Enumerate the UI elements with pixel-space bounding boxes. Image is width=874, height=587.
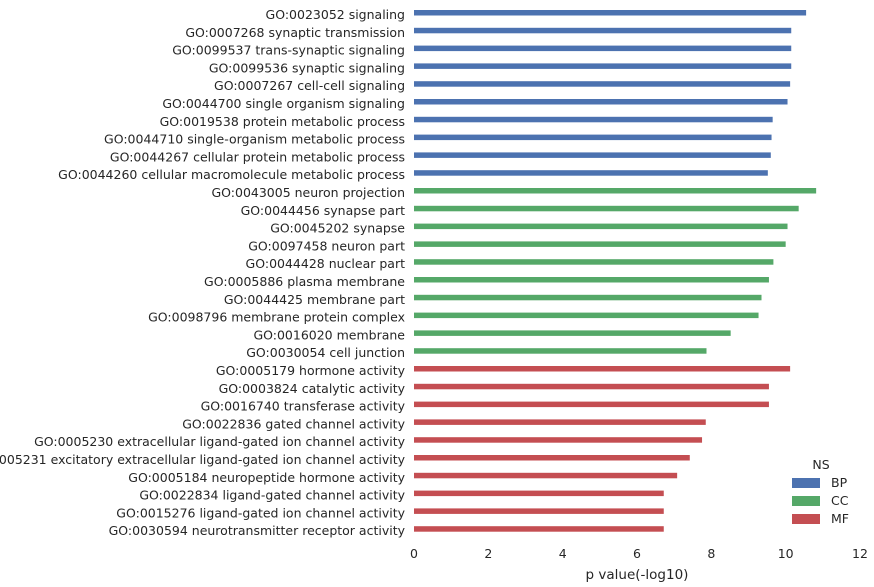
x-axis: 0 2 4 6 8 10 12 [410, 546, 868, 561]
bar [414, 383, 769, 390]
category-label: GO:0022836 gated channel activity [182, 416, 405, 431]
bar [414, 419, 706, 425]
x-tick-label: 8 [707, 546, 715, 561]
category-label: GO:0005231 excitatory extracellular liga… [0, 452, 406, 467]
category-label: GO:0003824 catalytic activity [219, 381, 406, 396]
bar [414, 27, 792, 34]
bar [414, 152, 771, 158]
legend-swatch [792, 478, 820, 488]
x-tick-label: 6 [633, 546, 641, 561]
legend-label: MF [831, 511, 849, 526]
x-tick-label: 0 [410, 546, 418, 561]
category-label: GO:0015276 ligand-gated ion channel acti… [116, 505, 405, 520]
category-label: GO:0030054 cell junction [246, 345, 405, 360]
category-label: GO:0016740 transferase activity [201, 399, 406, 414]
category-labels: GO:0023052 signaling GO:0007268 synaptic … [0, 7, 406, 538]
bar [414, 259, 774, 265]
bar [414, 188, 817, 194]
category-label: GO:0019538 protein metabolic process [160, 114, 405, 129]
category-label: GO:0044260 cellular macromolecule metabo… [58, 167, 405, 182]
bar [414, 348, 707, 354]
category-label: GO:0030594 neurotransmitter receptor act… [109, 523, 406, 538]
x-tick-label: 2 [484, 546, 492, 561]
category-label: GO:0044700 single organism signaling [162, 96, 405, 111]
bar [414, 205, 799, 212]
category-label: GO:0097458 neuron part [248, 238, 405, 253]
category-label: GO:0022834 ligand-gated channel activity [139, 488, 405, 503]
legend-swatch [792, 496, 820, 506]
x-tick-label: 10 [778, 546, 794, 561]
category-label: GO:0043005 neuron projection [211, 185, 405, 200]
bar [414, 81, 791, 87]
bar [414, 312, 759, 319]
bar [414, 437, 703, 443]
bar [414, 472, 678, 479]
bar [414, 508, 664, 514]
legend-label: BP [831, 475, 848, 490]
bar [414, 116, 773, 123]
category-label: GO:0005886 plasma membrane [204, 274, 405, 289]
x-axis-title: p value(-log10) [586, 567, 689, 583]
category-label: GO:0044425 membrane part [224, 292, 405, 307]
category-label: GO:0045202 synapse [270, 221, 405, 236]
bar [414, 241, 786, 247]
category-label: GO:0005184 neuropeptide hormone activity [128, 470, 405, 485]
bar [414, 330, 731, 336]
bar [414, 134, 772, 141]
legend-swatch [792, 514, 820, 524]
bar [414, 526, 664, 532]
category-label: GO:0016020 membrane [253, 327, 405, 342]
category-label: GO:0007268 synaptic transmission [185, 25, 405, 40]
category-label: GO:0044456 synapse part [241, 203, 405, 218]
category-label: GO:0044428 nuclear part [246, 256, 406, 271]
bar [414, 223, 788, 230]
legend-label: CC [831, 493, 849, 508]
bar [414, 455, 690, 461]
category-label: GO:0007267 cell-cell signaling [214, 78, 405, 93]
bar [414, 366, 791, 372]
bar [414, 277, 769, 283]
x-tick-label: 4 [559, 546, 567, 561]
bar [414, 10, 807, 16]
category-label: GO:0044267 cellular protein metabolic pr… [110, 149, 405, 164]
bar [414, 99, 788, 105]
bar [414, 401, 769, 408]
category-label: GO:0099536 synaptic signaling [209, 60, 405, 75]
bar [414, 170, 768, 176]
legend-title: NS [812, 457, 829, 472]
category-label: GO:0044710 single-organism metabolic pro… [104, 132, 405, 147]
category-label: GO:0005179 hormone activity [216, 363, 406, 378]
category-label: GO:0023052 signaling [266, 7, 405, 22]
category-label: GO:0099537 trans-synaptic signaling [172, 43, 405, 58]
bar [414, 45, 792, 52]
bar [414, 490, 664, 497]
x-tick-label: 12 [852, 546, 868, 561]
category-label: GO:0098796 membrane protein complex [148, 310, 405, 325]
bar [414, 294, 762, 301]
bars-layer [414, 10, 817, 532]
bar [414, 63, 792, 69]
category-label: GO:0005230 extracellular ligand-gated io… [34, 434, 406, 449]
